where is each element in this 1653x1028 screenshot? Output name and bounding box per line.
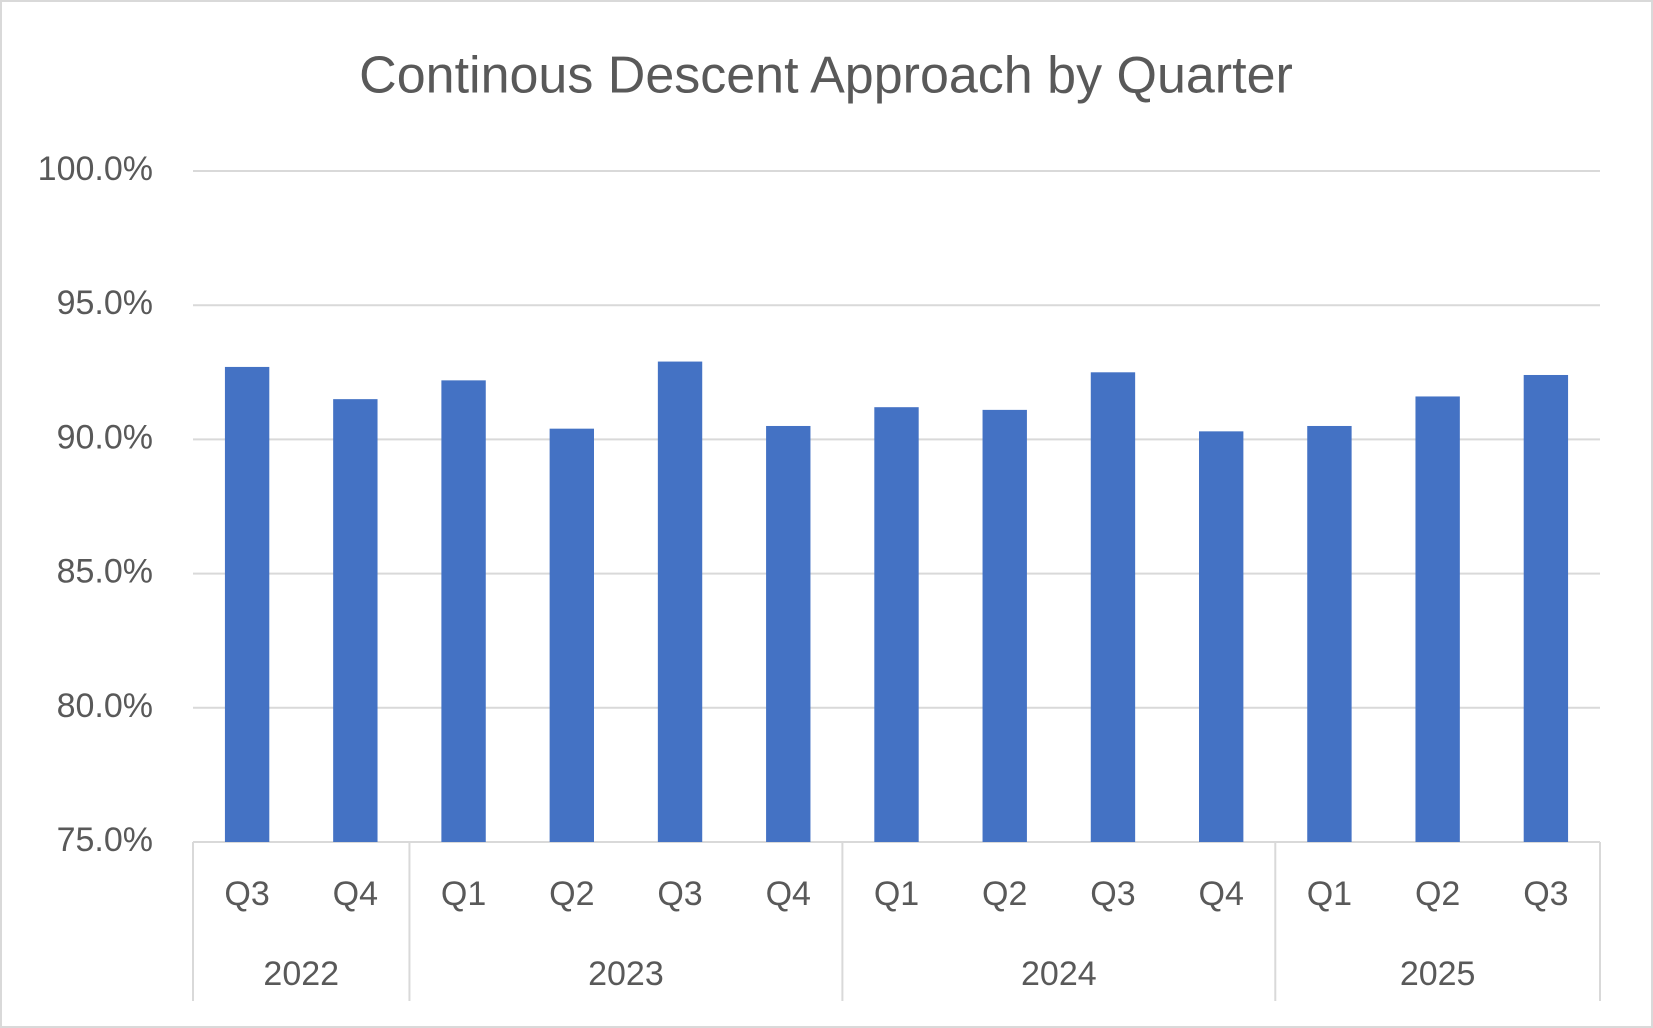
bar [874,407,919,842]
bar [1523,374,1569,842]
chart-title: Continous Descent Approach by Quarter [359,47,1293,105]
x-group-label: 2024 [1021,955,1097,993]
x-tick-label: Q2 [549,875,594,913]
x-group-label: 2022 [263,955,339,993]
x-tick-label: Q4 [1199,875,1244,913]
x-tick-label: Q3 [657,875,702,913]
x-group-label: 2023 [588,955,664,993]
y-tick-label: 100.0% [38,150,153,188]
bar [1307,425,1352,842]
bar [1090,372,1136,842]
bar [549,428,594,842]
bar [982,409,1027,842]
x-tick-label: Q2 [1415,875,1460,913]
x-tick-label: Q1 [441,875,486,913]
y-tick-label: 90.0% [57,418,153,456]
y-tick-label: 80.0% [57,687,153,725]
x-group-label: 2025 [1400,955,1476,993]
bar [333,399,378,842]
bar [766,425,811,842]
x-tick-label: Q1 [874,875,919,913]
x-tick-label: Q4 [333,875,378,913]
x-tick-label: Q3 [1523,875,1568,913]
bar [224,366,270,842]
bar [1199,431,1244,842]
x-tick-label: Q3 [1090,875,1135,913]
x-tick-label: Q2 [982,875,1027,913]
x-tick-label: Q1 [1307,875,1352,913]
y-tick-label: 75.0% [57,821,153,859]
y-tick-label: 95.0% [57,284,153,322]
y-tick-label: 85.0% [57,553,153,591]
bar [441,380,486,842]
x-tick-label: Q4 [766,875,811,913]
x-tick-label: Q3 [224,875,269,913]
bar [657,361,703,842]
bar [1415,396,1460,842]
